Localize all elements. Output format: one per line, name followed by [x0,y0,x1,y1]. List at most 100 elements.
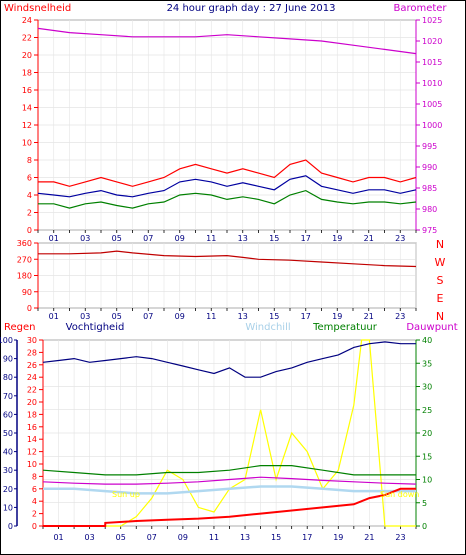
tick-label-hour: 01 [49,312,59,321]
series-line [38,189,417,209]
tick-label-hour: 03 [85,533,95,542]
tick-label-hour: 03 [80,312,90,321]
annotation-sun-up: Sun up [112,490,140,499]
tick-label-regen: 2 [32,510,37,519]
tick-label-temperatuur: 40 [422,336,432,345]
tick-label-hour: 03 [80,234,90,243]
tick-label-barometer: 975 [422,226,437,235]
tick-label-barometer: 1010 [422,79,442,88]
tick-label-hour: 07 [143,312,153,321]
tick-label-temperatuur: 10 [422,476,432,485]
tick-label-temperatuur: 15 [422,452,432,461]
tick-label-vochtigheid: 10 [3,503,13,512]
tick-label-windsnelheid: 16 [22,86,32,95]
tick-label-windsnelheid: 18 [22,69,32,78]
tick-label-hour: 23 [395,533,405,542]
tick-label-windsnelheid: 0 [27,226,32,235]
compass-label: S [437,274,444,287]
tick-label-windsnelheid: 20 [22,51,32,60]
tick-label-regen: 16 [27,423,37,432]
tick-label-direction: 360 [17,239,32,248]
series-line [42,476,417,485]
tick-label-windsnelheid: 2 [27,209,32,218]
tick-label-barometer: 1015 [422,58,442,67]
tick-label-regen: 18 [27,410,37,419]
tick-label-hour: 17 [301,312,311,321]
tick-label-temperatuur: 30 [422,383,432,392]
tick-label-vochtigheid: 20 [3,485,13,494]
tick-label-regen: 12 [27,448,37,457]
tick-label-regen: 28 [27,348,37,357]
tick-label-regen: 10 [27,460,37,469]
series-line [37,27,417,55]
tick-label-barometer: 1000 [422,121,442,130]
tick-label-regen: 30 [27,336,37,345]
tick-label-hour: 23 [395,234,405,243]
tick-label-hour: 01 [53,533,63,542]
tick-label-windsnelheid: 8 [27,156,32,165]
tick-label-hour: 09 [175,312,185,321]
tick-label-hour: 11 [209,533,219,542]
tick-label-hour: 09 [175,234,185,243]
tick-label-hour: 19 [332,312,342,321]
tick-label-windsnelheid: 4 [27,191,32,200]
tick-label-regen: 14 [27,435,37,444]
tick-label-barometer: 1005 [422,100,442,109]
compass-label: E [437,292,444,305]
tick-label-hour: 11 [206,312,216,321]
tick-label-barometer: 985 [422,184,437,193]
tick-label-hour: 15 [271,533,281,542]
tick-label-direction: 90 [22,288,32,297]
legend-regen: Regen [4,322,36,333]
tick-label-barometer: 980 [422,205,437,214]
legend-temperatuur: Temperatuur [312,322,378,333]
tick-label-hour: 09 [178,533,188,542]
tick-label-hour: 07 [143,234,153,243]
tick-label-barometer: 990 [422,163,437,172]
tick-label-hour: 13 [238,312,248,321]
tick-label-regen: 6 [32,485,37,494]
tick-label-regen: 0 [32,522,37,531]
legend-dauwpunt: Dauwpunt [406,322,457,333]
tick-label-hour: 05 [112,234,122,243]
tick-label-hour: 13 [240,533,250,542]
tick-label-hour: 05 [116,533,126,542]
series-line [42,465,416,476]
tick-label-hour: 21 [364,234,374,243]
tick-label-hour: 23 [395,312,405,321]
series-line [43,485,416,495]
tick-label-vochtigheid: 90 [3,355,13,364]
tick-label-regen: 4 [32,497,37,506]
tick-label-temperatuur: 5 [422,499,427,508]
annotation-sun-down: Sun down [380,490,419,499]
panel1-grid [37,19,417,231]
series-line [42,341,416,378]
tick-label-hour: 19 [333,533,343,542]
tick-label-hour: 21 [364,533,374,542]
tick-label-regen: 26 [27,361,37,370]
tick-label-temperatuur: 25 [422,406,432,415]
tick-label-regen: 24 [27,373,37,382]
tick-label-vochtigheid: 60 [3,410,13,419]
tick-label-direction: 180 [17,272,32,281]
tick-label-direction: 0 [27,304,32,313]
panel3-series [42,339,417,527]
tick-label-windsnelheid: 14 [22,104,32,113]
tick-label-windsnelheid: 10 [22,139,32,148]
series-line [37,175,417,198]
compass-label: N [436,310,444,323]
tick-label-vochtigheid: 0 [8,522,13,531]
tick-label-regen: 8 [32,472,37,481]
tick-label-windsnelheid: 22 [22,34,32,43]
tick-label-hour: 19 [332,234,342,243]
tick-label-barometer: 995 [422,142,437,151]
tick-label-hour: 01 [49,234,59,243]
tick-label-vochtigheid: 100 [0,336,13,345]
panel2-series [38,250,417,268]
tick-label-vochtigheid: 50 [3,429,13,438]
tick-label-hour: 15 [269,312,279,321]
panel1-series [37,27,417,209]
tick-label-windsnelheid: 24 [22,16,32,25]
